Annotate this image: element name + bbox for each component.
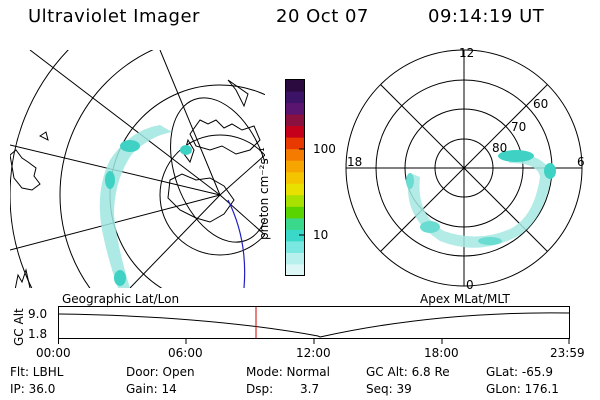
strip-xtick: 12:00: [296, 346, 331, 360]
strip-xtick: 23:59: [550, 346, 585, 360]
geo-lon-line: [129, 194, 221, 288]
colorbar-band: [286, 149, 304, 162]
strip-xtick: 06:00: [168, 346, 203, 360]
colorbar-band: [286, 241, 304, 254]
coastline: [167, 173, 235, 223]
colorbar-band: [286, 252, 304, 265]
colorbar-band: [286, 218, 304, 231]
mlat-label-70: 70: [511, 120, 527, 134]
colorbar-band: [286, 137, 304, 150]
status-flt: Flt: LBHL: [10, 365, 64, 379]
mlt-label-18: 18: [347, 155, 363, 169]
colorbar-band: [286, 103, 304, 116]
coastline: [189, 119, 261, 155]
altitude-curve: [58, 312, 570, 338]
status-glon: GLon: 176.1: [486, 382, 559, 396]
colorbar-tick-100: 100: [313, 142, 336, 156]
time-label: 09:14:19 UT: [428, 6, 545, 27]
polar-axis-diagonal: [380, 84, 548, 252]
status-gain: Gain: 14: [126, 382, 177, 396]
colorbar-band: [286, 206, 304, 219]
colorbar-band: [286, 80, 304, 93]
polar-plot: [345, 49, 583, 287]
colorbar-band: [286, 229, 304, 242]
status-dsp-label: Dsp:: [246, 382, 274, 396]
status-gc-alt: GC Alt: 6.8 Re: [366, 365, 450, 379]
colorbar-band: [286, 183, 304, 196]
status-glat: GLat: -65.9: [486, 365, 553, 379]
geo-lat-ring: [159, 134, 265, 256]
strip-axis-label: GC Alt: [12, 308, 26, 346]
coastline: [39, 131, 49, 141]
date-label: 20 Oct 07: [276, 6, 369, 27]
colorbar-tick-10: 10: [313, 228, 329, 242]
coastline: [10, 149, 41, 191]
colorbar: [285, 79, 305, 276]
geographic-map: [10, 50, 265, 288]
polar-auroral-oval: [406, 150, 556, 248]
auroral-emission: [99, 125, 172, 288]
status-mode: Mode: Normal: [246, 365, 330, 379]
strip-xtick: 00:00: [36, 346, 71, 360]
colorbar-band: [286, 195, 304, 208]
mlat-label-60: 60: [533, 97, 549, 111]
geo-oval-outline: [170, 97, 265, 243]
geo-lon-line: [10, 194, 221, 251]
status-dsp-value: 3.7: [300, 382, 320, 396]
mlt-label-0: 0: [466, 278, 474, 292]
mlt-label-12: 12: [459, 46, 475, 60]
geo-lat-ring: [59, 50, 154, 288]
coastline: [14, 268, 31, 288]
geo-panel-label: Geographic Lat/Lon: [62, 292, 180, 306]
colorbar-band: [286, 91, 304, 104]
colorbar-unit-label: photon cm⁻²s⁻¹: [257, 147, 271, 240]
polar-panel-label: Apex MLat/MLT: [420, 292, 510, 306]
geo-lon-line: [159, 50, 221, 196]
colorbar-band: [286, 172, 304, 185]
altitude-strip: [58, 306, 570, 344]
geo-lon-line: [29, 50, 221, 196]
mlat-label-80: 80: [492, 141, 508, 155]
colorbar-band: [286, 126, 304, 139]
colorbar-band: [286, 264, 304, 276]
auroral-emission-bright: [105, 140, 192, 286]
geo-blue-meridian: [227, 199, 246, 288]
colorbar-band: [286, 114, 304, 127]
coastline: [227, 79, 249, 108]
strip-ytick-low: 1.8: [28, 327, 48, 341]
status-seq: Seq: 39: [366, 382, 412, 396]
instrument-title: Ultraviolet Imager: [28, 6, 200, 27]
status-door: Door: Open: [126, 365, 195, 379]
mlt-label-6: 6: [577, 155, 585, 169]
strip-ytick-high: 9.0: [28, 307, 48, 321]
colorbar-band: [286, 160, 304, 173]
strip-xtick: 18:00: [424, 346, 459, 360]
geo-lon-line: [219, 194, 265, 236]
geo-lon-line: [219, 154, 265, 196]
status-ip: IP: 36.0: [10, 382, 56, 396]
